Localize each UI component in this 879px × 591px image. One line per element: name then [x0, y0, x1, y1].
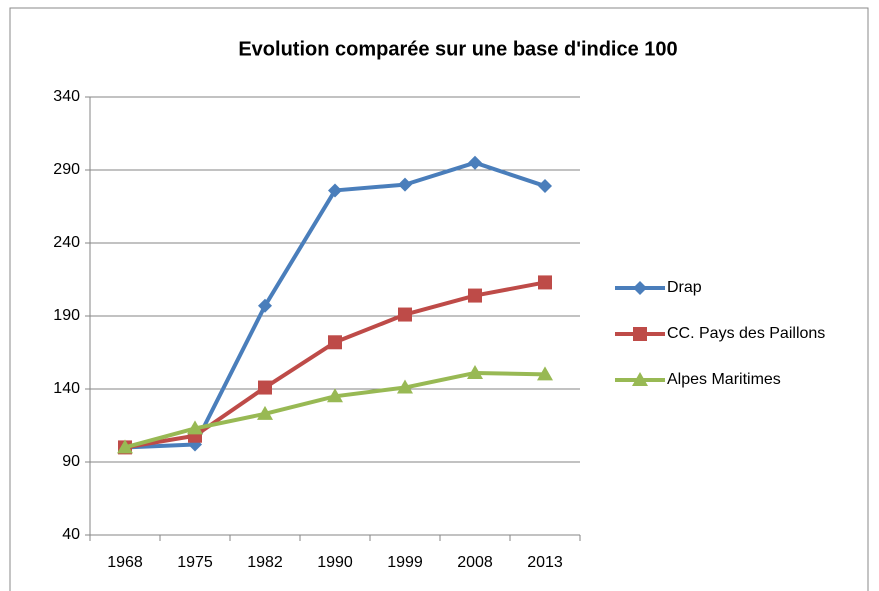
legend-marker — [633, 327, 647, 341]
x-tick-label: 1975 — [177, 554, 213, 571]
y-tick-label: 190 — [53, 307, 80, 324]
marker — [468, 288, 482, 303]
x-tick-label: 2008 — [457, 554, 493, 571]
legend-label: Drap — [667, 279, 702, 296]
marker — [327, 388, 343, 403]
chart-frame — [9, 7, 869, 591]
legend-marker — [632, 372, 648, 386]
x-tick-label: 2013 — [527, 554, 563, 571]
marker — [467, 364, 483, 379]
marker — [538, 179, 552, 194]
y-tick-label: 340 — [53, 88, 80, 105]
marker — [537, 366, 553, 381]
marker — [187, 420, 203, 435]
y-tick-label: 40 — [62, 526, 80, 543]
marker — [398, 307, 412, 322]
y-tick-label: 140 — [53, 380, 80, 397]
y-tick-label: 290 — [53, 161, 80, 178]
marker — [468, 155, 482, 170]
marker — [328, 335, 342, 350]
y-tick-label: 240 — [53, 234, 80, 251]
chart-title: Evolution comparée sur une base d'indice… — [238, 38, 677, 60]
marker — [257, 405, 273, 420]
legend-marker — [633, 281, 647, 295]
marker — [397, 379, 413, 394]
marker — [398, 177, 412, 192]
marker — [538, 275, 552, 290]
marker — [117, 439, 133, 454]
legend-label: CC. Pays des Paillons — [667, 325, 825, 342]
marker — [328, 183, 342, 198]
marker — [258, 380, 272, 395]
marker — [258, 298, 272, 313]
x-tick-label: 1999 — [387, 554, 423, 571]
x-tick-label: 1968 — [107, 554, 143, 571]
y-tick-label: 90 — [62, 453, 80, 470]
legend-label: Alpes Maritimes — [667, 371, 781, 388]
x-tick-label: 1990 — [317, 554, 353, 571]
x-tick-label: 1982 — [247, 554, 283, 571]
